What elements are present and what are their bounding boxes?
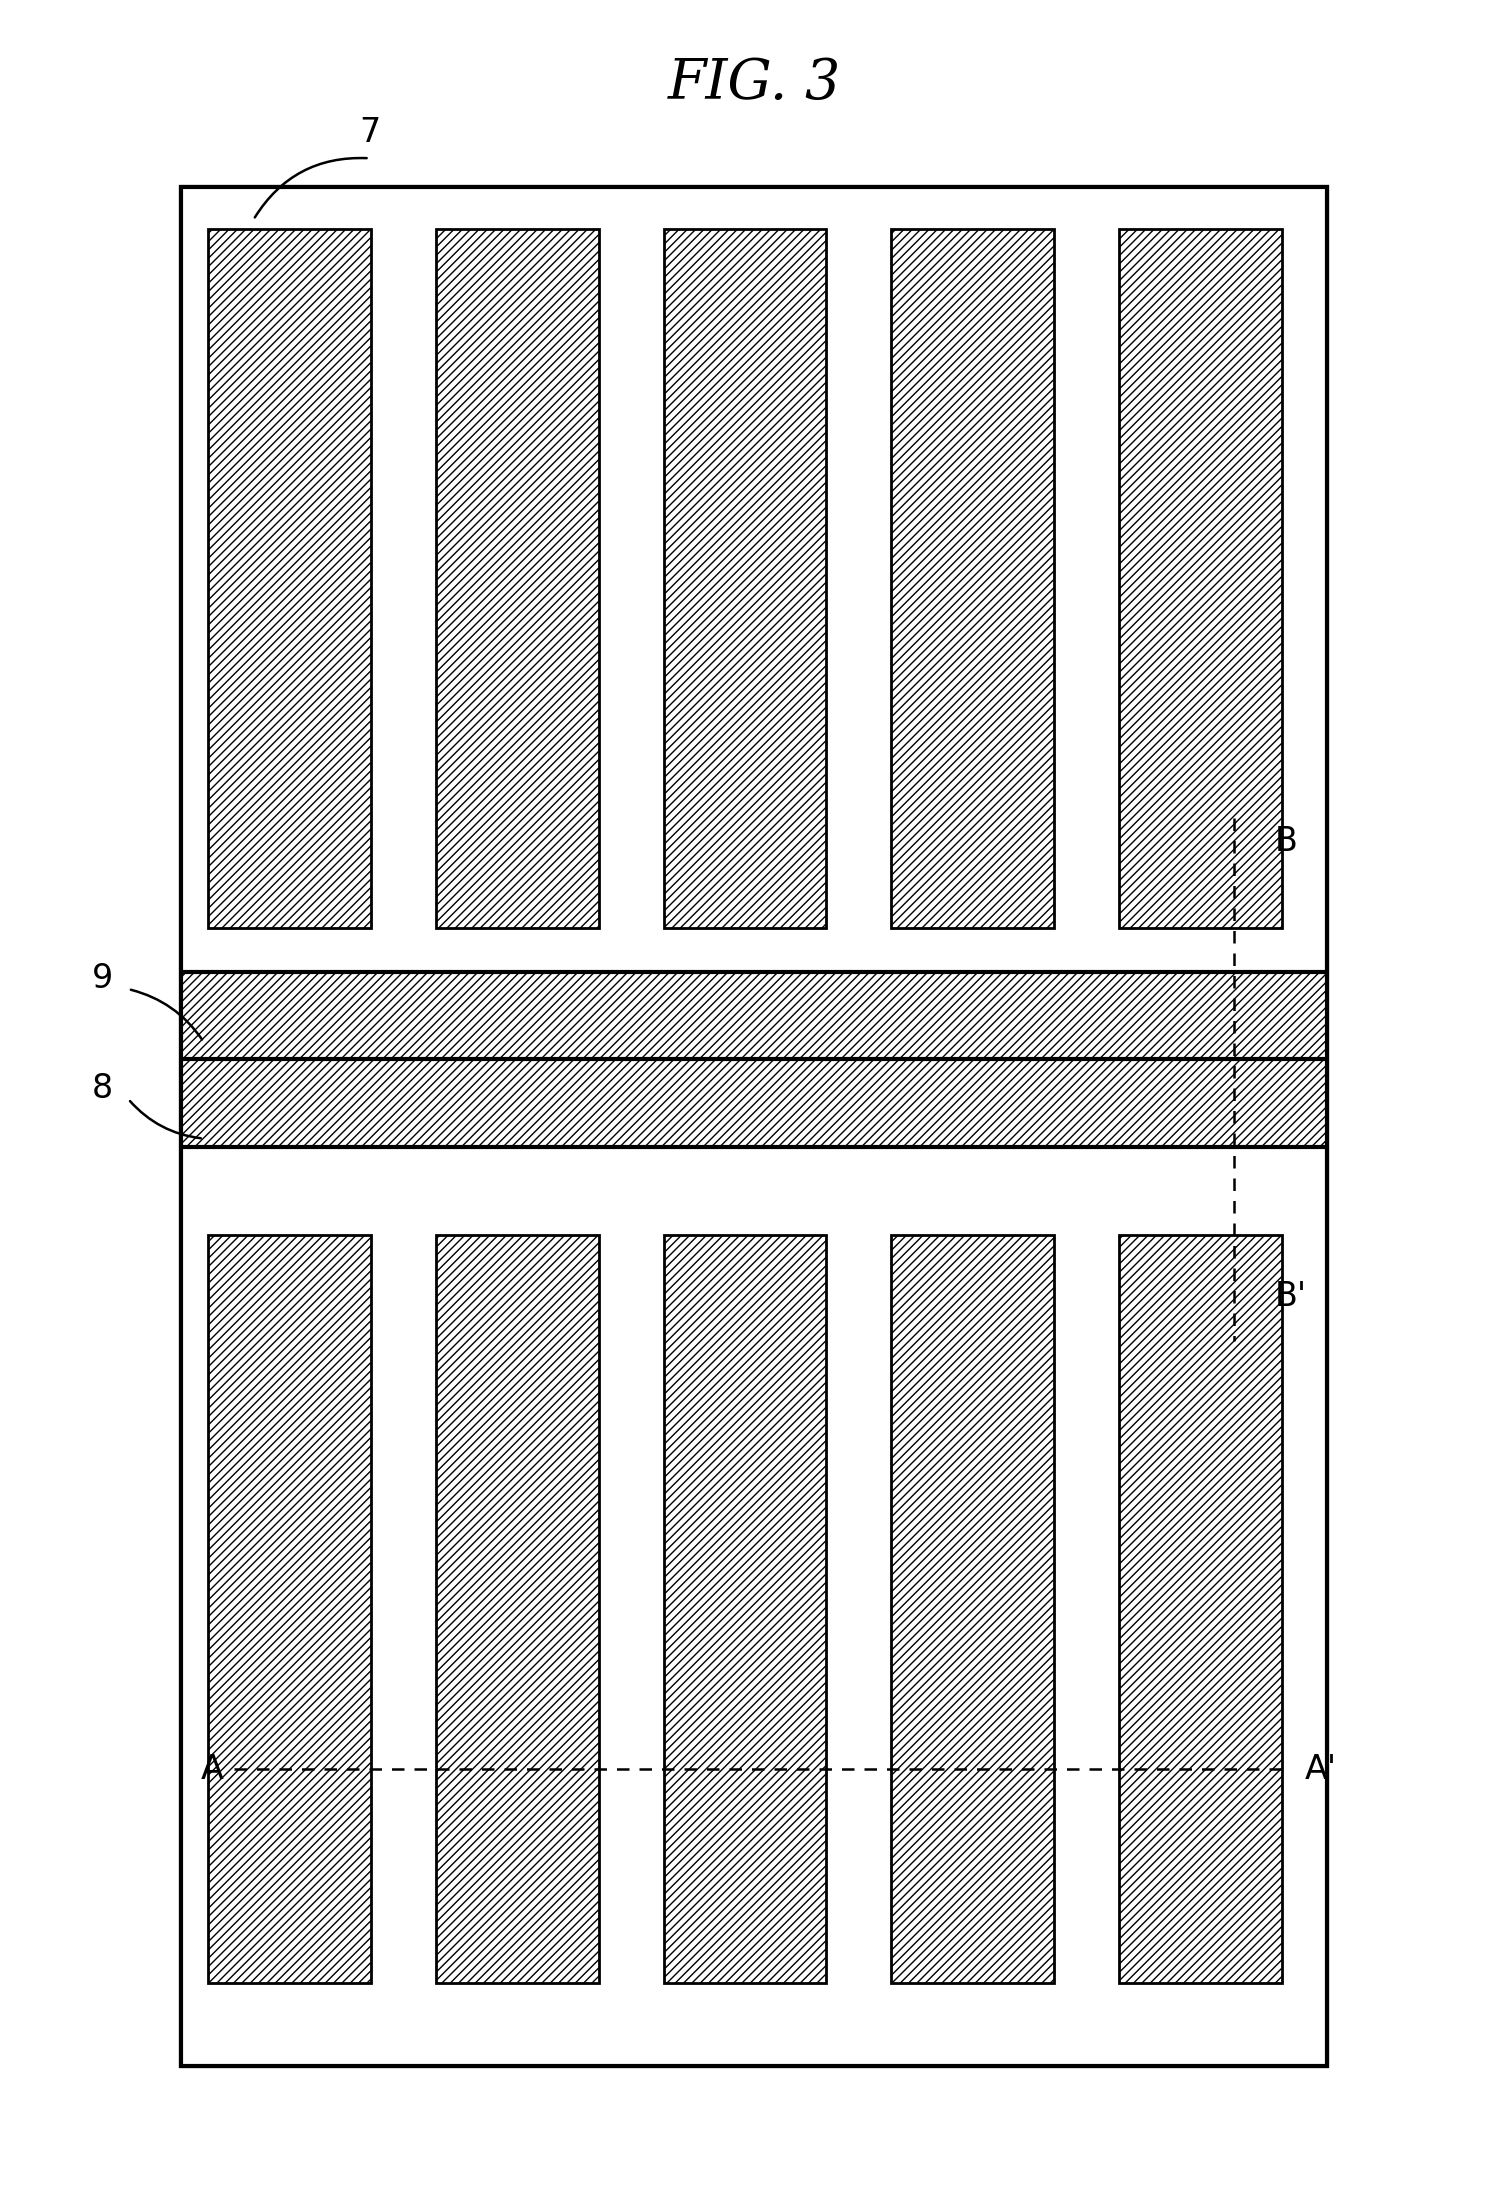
Bar bbox=[664, 229, 826, 928]
Bar bbox=[181, 1059, 1327, 1147]
Bar bbox=[1119, 1235, 1282, 1983]
Bar bbox=[1119, 229, 1282, 928]
Text: 9: 9 bbox=[92, 961, 113, 996]
Text: A: A bbox=[201, 1752, 223, 1787]
Bar bbox=[208, 1235, 371, 1983]
Bar bbox=[891, 1235, 1054, 1983]
Bar bbox=[181, 187, 1327, 972]
Bar bbox=[181, 1147, 1327, 2066]
Text: 7: 7 bbox=[359, 116, 380, 149]
Text: 8: 8 bbox=[92, 1070, 113, 1106]
Text: B: B bbox=[1274, 824, 1297, 859]
Text: A': A' bbox=[1304, 1752, 1336, 1787]
Bar bbox=[891, 229, 1054, 928]
Bar bbox=[181, 187, 1327, 2066]
Text: FIG. 3: FIG. 3 bbox=[668, 57, 840, 110]
Bar bbox=[664, 1235, 826, 1983]
Bar bbox=[208, 229, 371, 928]
Bar bbox=[436, 1235, 599, 1983]
Bar bbox=[181, 187, 1327, 2066]
Bar bbox=[181, 972, 1327, 1059]
Text: B': B' bbox=[1274, 1279, 1306, 1314]
Bar bbox=[436, 229, 599, 928]
